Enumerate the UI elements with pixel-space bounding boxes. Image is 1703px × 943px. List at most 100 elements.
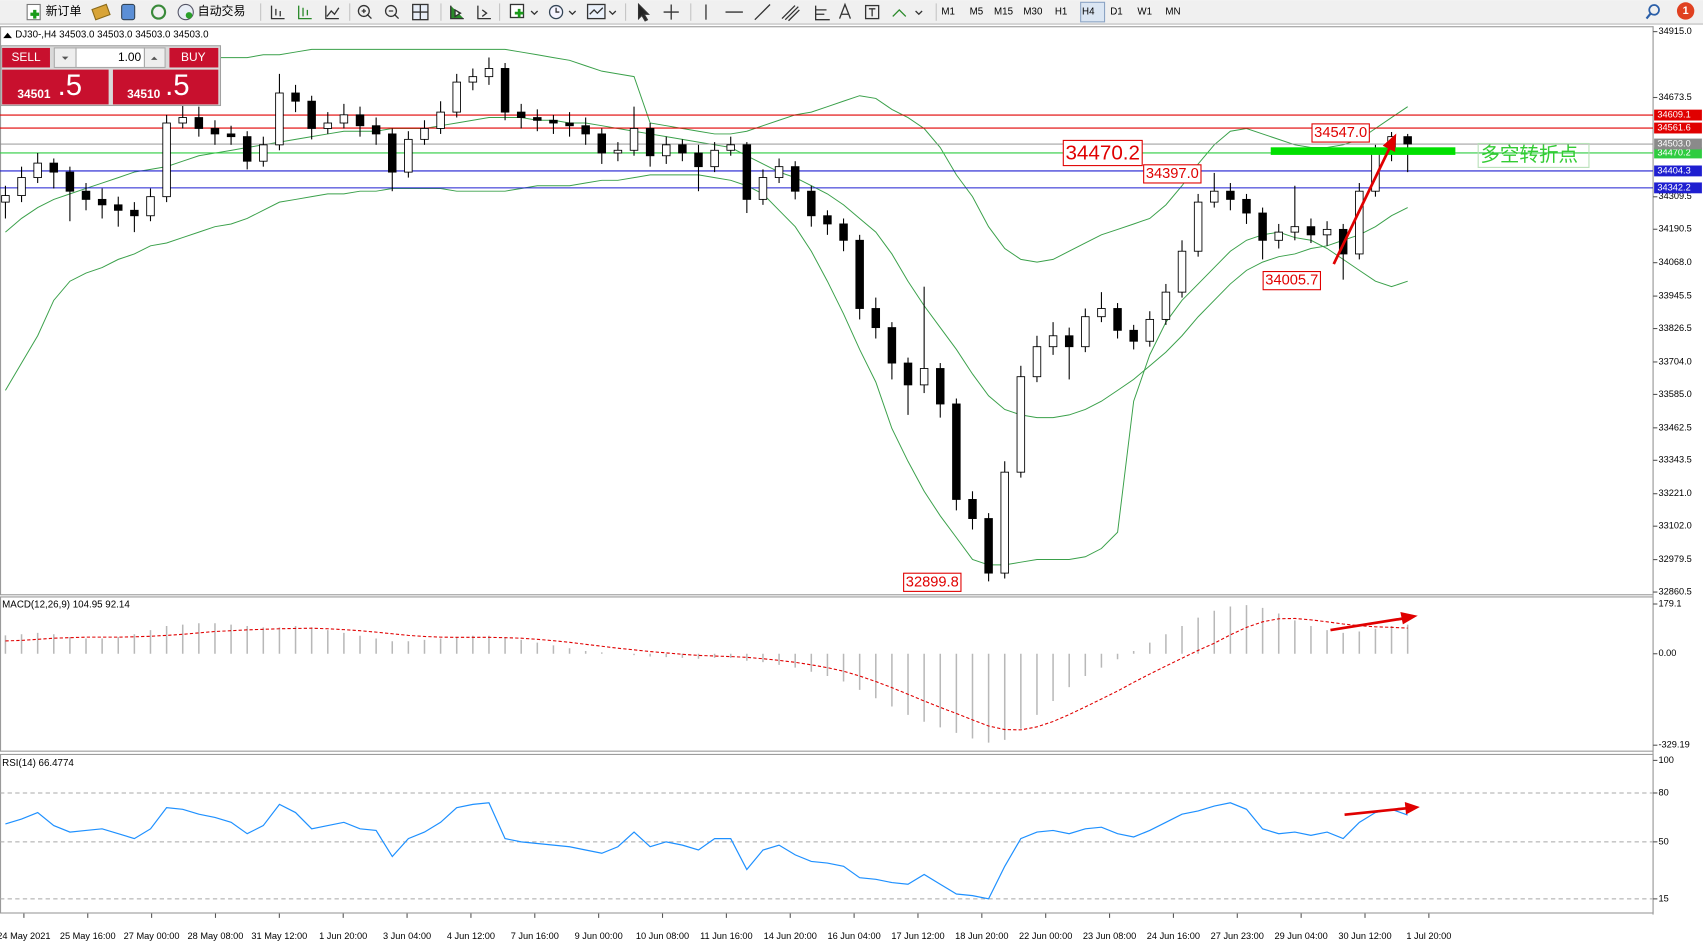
y-tick-label: -329.19 — [1658, 740, 1689, 750]
candle-body — [1226, 190, 1235, 200]
timeframe-button[interactable]: M15 — [994, 7, 1014, 18]
band-upper — [5, 48, 1408, 263]
icon[interactable] — [91, 3, 111, 21]
x-tick-label: 11 Jun 16:00 — [700, 931, 753, 941]
timeframe-button[interactable]: H1 — [1055, 7, 1067, 18]
candle-body — [259, 144, 268, 162]
candle-body — [162, 122, 171, 198]
candle-body — [468, 76, 478, 83]
x-tick-label: 27 Jun 23:00 — [1211, 931, 1264, 941]
candle-body — [710, 149, 719, 168]
icon-zoom-out[interactable] — [384, 4, 398, 18]
icon-scroll[interactable] — [450, 5, 464, 20]
icon-shift[interactable] — [477, 5, 491, 20]
bid-box[interactable] — [2, 69, 109, 105]
new-order-button[interactable]: 新订单 — [26, 3, 81, 21]
candle-body — [17, 177, 26, 197]
sell-button[interactable] — [2, 47, 50, 68]
auto-trading-button[interactable]: 自动交易 — [177, 3, 246, 21]
candle-body — [97, 198, 107, 206]
candle-body — [114, 204, 123, 211]
icon-line-chart[interactable] — [325, 5, 340, 20]
candle-body — [1097, 308, 1106, 318]
icon-text[interactable] — [838, 2, 852, 19]
icon-candles[interactable] — [298, 5, 312, 20]
candle-body — [1242, 198, 1251, 214]
x-tick-label: 29 Jun 04:00 — [1274, 931, 1327, 941]
icon-cursor[interactable] — [637, 2, 650, 22]
candle-body — [758, 177, 768, 200]
candle-body — [726, 144, 735, 151]
button-label: 自动交易 — [198, 3, 246, 18]
candle-body — [887, 327, 897, 364]
icon-zoom-in[interactable] — [357, 4, 370, 18]
icon-arrows[interactable] — [892, 8, 907, 17]
level-label: 34561.6 — [1657, 122, 1690, 132]
candle-body — [1, 195, 10, 203]
candle-body — [936, 368, 945, 405]
price-annotation: 34470.2 — [1065, 142, 1140, 165]
timeframe-button[interactable]: H4 — [1082, 7, 1095, 18]
x-tick-label: 17 Jun 12:00 — [891, 931, 944, 941]
candle-body — [194, 117, 204, 129]
candle-body — [1064, 335, 1074, 348]
x-tick-label: 16 Jun 04:00 — [827, 931, 880, 941]
timeframe-button[interactable]: M1 — [941, 7, 955, 18]
candle-body — [130, 209, 139, 217]
level-label-bg — [1654, 165, 1702, 177]
icon-indicators[interactable] — [509, 3, 525, 19]
x-tick-label: 1 Jul 20:00 — [1406, 931, 1451, 941]
icon-label[interactable] — [864, 4, 880, 20]
level-label-bg — [1654, 182, 1702, 194]
search[interactable] — [1645, 4, 1660, 20]
y-tick-label: 33945.5 — [1658, 291, 1691, 301]
y-tick-label: 33704.0 — [1658, 356, 1691, 366]
candle-body — [1081, 316, 1090, 348]
icon-bar-chart[interactable] — [270, 5, 285, 20]
icon-trendline[interactable] — [754, 4, 771, 21]
arrow-head — [1400, 611, 1418, 625]
y-tick-label: 33462.5 — [1658, 422, 1691, 432]
candle-body — [323, 122, 333, 129]
candle-body — [790, 166, 800, 192]
rsi-chart — [0, 792, 1654, 900]
icon — [185, 12, 193, 19]
icon[interactable] — [150, 4, 167, 20]
timeframe-button[interactable]: D1 — [1110, 7, 1122, 18]
x-tick-label: 3 Jun 04:00 — [383, 931, 431, 941]
level-label: 34609.1 — [1657, 110, 1690, 120]
timeframe-button[interactable]: M30 — [1023, 7, 1043, 18]
icon-dropdown[interactable] — [915, 10, 923, 16]
candle-body — [1290, 226, 1300, 233]
rsi-title: RSI(14) 66.4774 — [2, 758, 74, 769]
toolbar-bg — [0, 0, 1703, 25]
level-label: 34342.2 — [1657, 182, 1690, 192]
icon-fibo[interactable] — [815, 5, 830, 21]
timeframe-button[interactable]: MN — [1165, 7, 1180, 18]
icon-dropdown[interactable] — [608, 10, 617, 16]
x-tick-label: 22 Jun 00:00 — [1019, 931, 1072, 941]
ask-box[interactable] — [112, 69, 219, 105]
notification-badge[interactable] — [1676, 2, 1695, 20]
arrow-shaft — [1344, 806, 1408, 817]
level-label-bg — [1654, 147, 1702, 159]
note: 多空转折点 — [1480, 143, 1578, 166]
main-chart — [0, 48, 1654, 582]
candle-body — [774, 166, 784, 179]
candle-body — [1274, 231, 1283, 241]
icon-dropdown[interactable] — [568, 10, 577, 16]
icon-channel[interactable] — [781, 5, 800, 22]
timeframe-button[interactable]: M5 — [970, 7, 984, 18]
buy-button[interactable] — [169, 47, 219, 68]
x-tick-label: 24 May 2021 — [0, 931, 51, 941]
timeframe-button[interactable]: W1 — [1137, 7, 1152, 18]
icon[interactable] — [121, 3, 136, 21]
rsi-line — [5, 802, 1408, 900]
candle-body — [1306, 226, 1316, 236]
x-tick-label: 23 Jun 08:00 — [1083, 931, 1136, 941]
x-tick-label: 25 May 16:00 — [60, 931, 116, 941]
candle-body — [339, 114, 349, 124]
y-tick-label: 32860.5 — [1658, 586, 1691, 596]
icon-dropdown[interactable] — [530, 10, 539, 16]
icon-crosshair[interactable] — [663, 4, 679, 20]
